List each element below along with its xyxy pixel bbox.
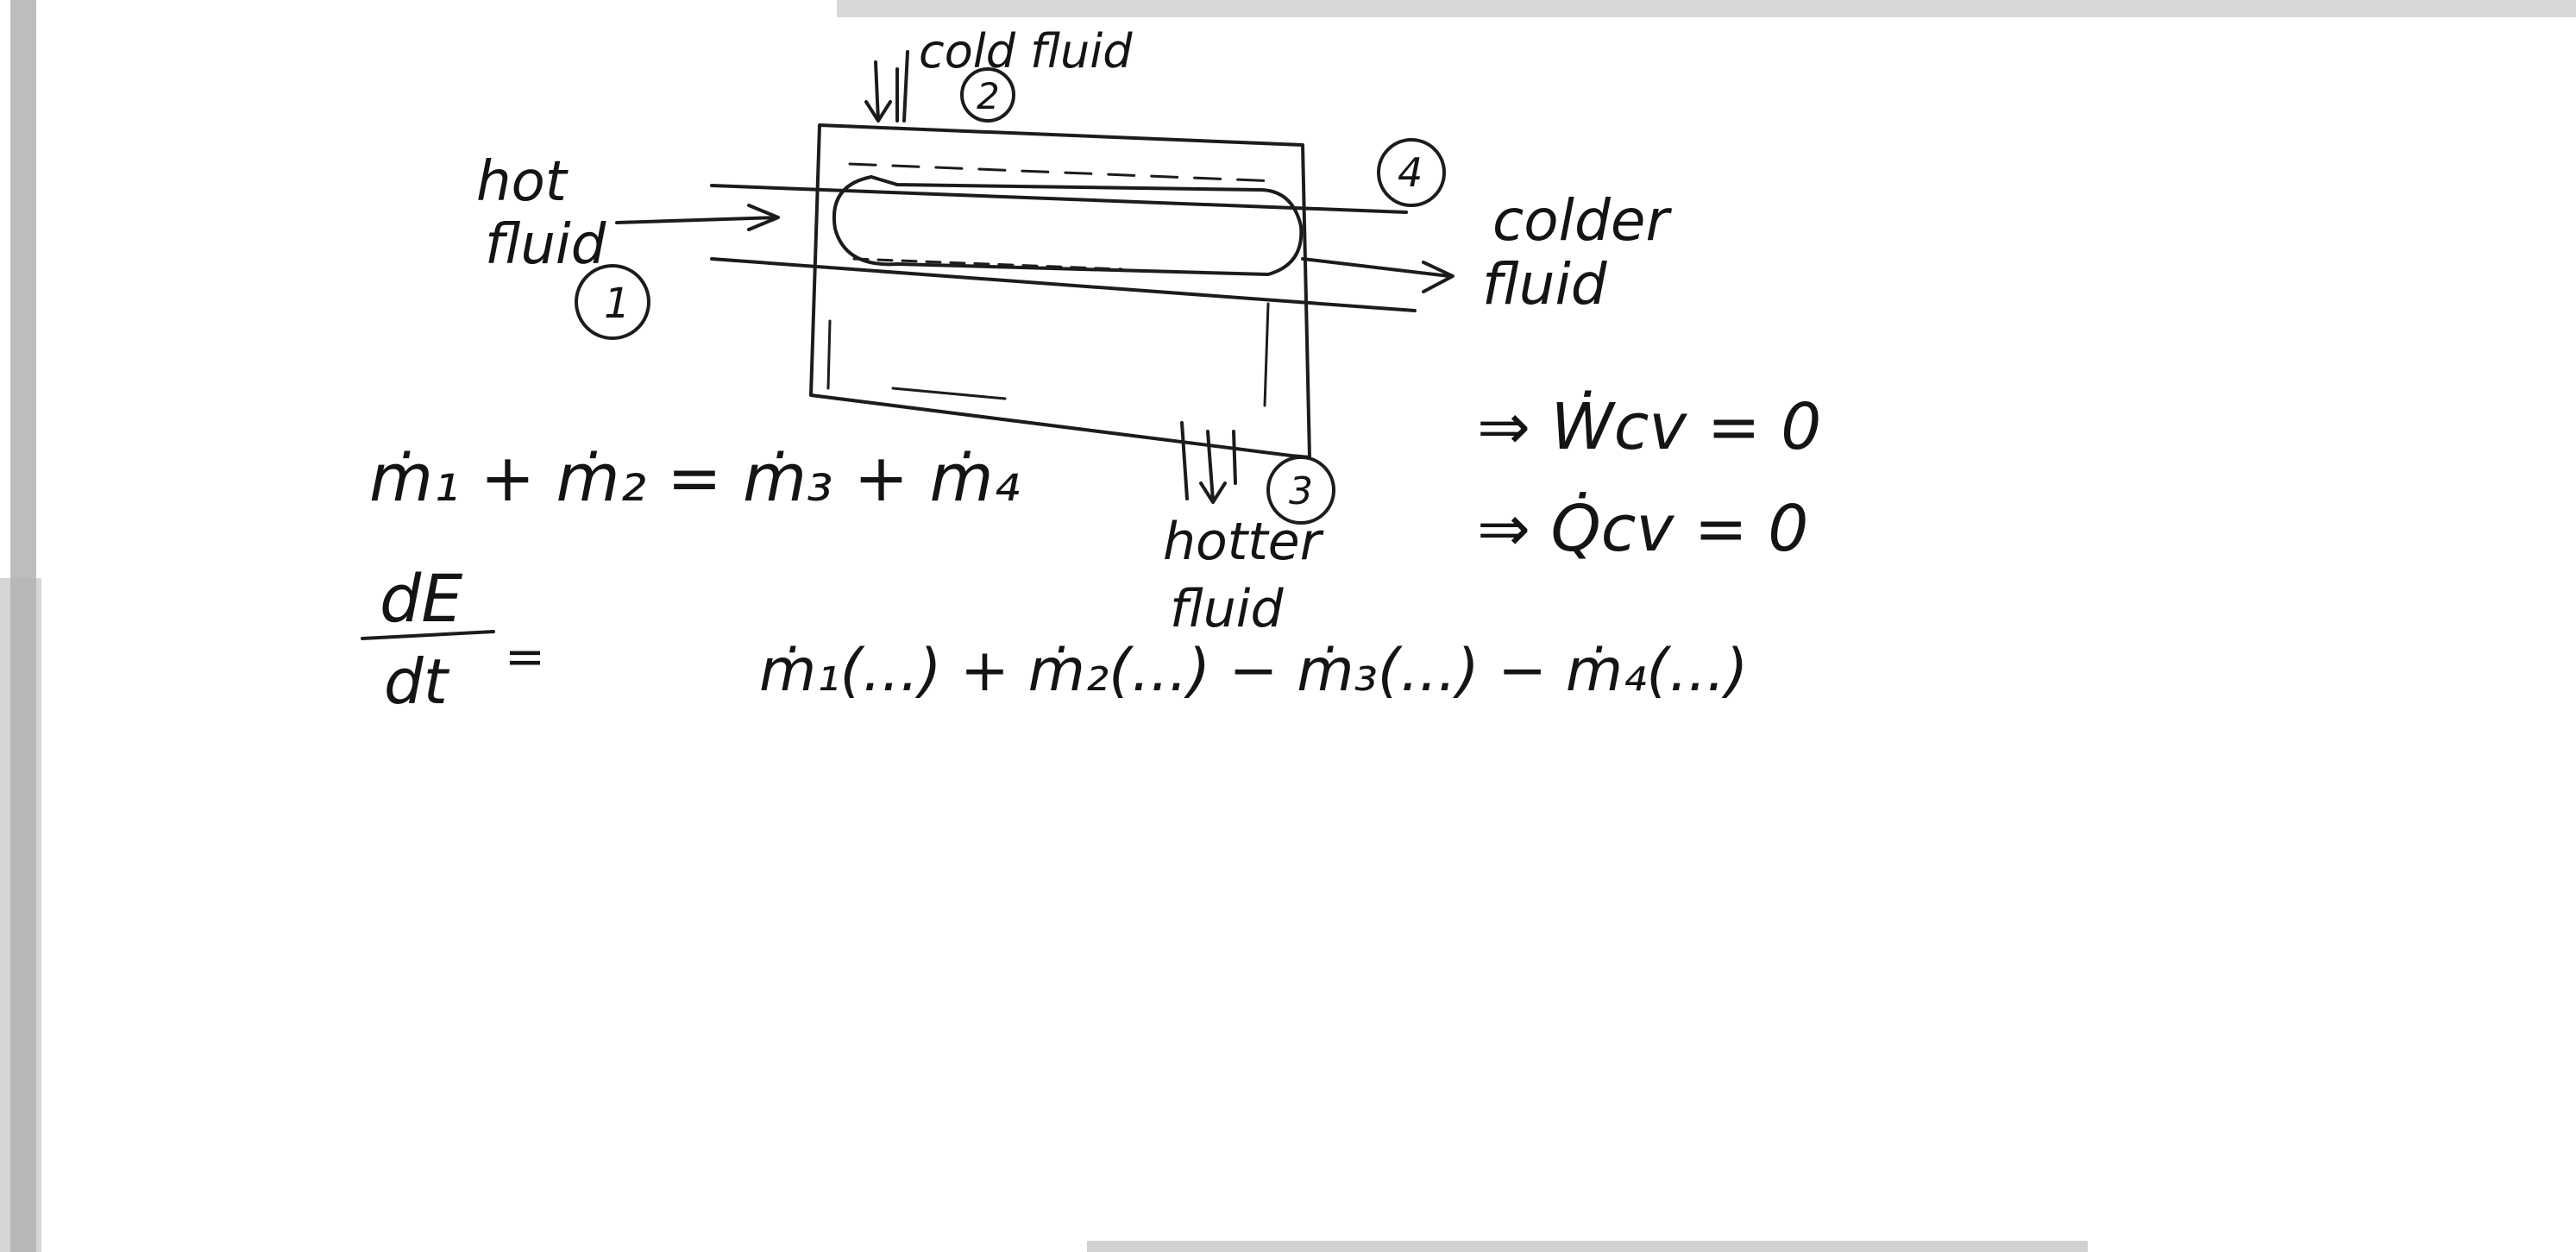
energy-balance-rhs: ṁ₁(...) + ṁ₂(...) − ṁ₃(...) − ṁ₄(...) <box>759 637 1748 705</box>
bottom-edge-shadow <box>1087 1241 2088 1252</box>
colder-fluid-outlet-arrow <box>1301 257 1454 293</box>
energy-lhs-numerator: dE <box>380 560 462 637</box>
left-edge-shadow-inner <box>0 578 41 1252</box>
colder-fluid-label-line1: colder <box>1492 187 1673 254</box>
hotter-fluid-label-line2: fluid <box>1170 579 1284 639</box>
state-label-2: 2 <box>977 75 1000 117</box>
inner-tube-bottom-dashes <box>852 257 1123 271</box>
hot-fluid-label-line1: hot <box>476 150 569 214</box>
colder-fluid-label-line2: fluid <box>1482 251 1608 318</box>
inner-tube-top-dashes <box>848 162 1279 183</box>
cold-fluid-inlet-arrow <box>864 50 909 123</box>
state-circle-1 <box>575 264 650 340</box>
energy-lhs-denominator: dt <box>384 645 450 718</box>
state-circle-4 <box>1377 138 1446 207</box>
state-label-4: 4 <box>1398 149 1423 196</box>
hot-fluid-inlet-arrow <box>615 204 780 231</box>
state-circle-3 <box>1266 456 1335 525</box>
hotter-fluid-outlet-arrow <box>1180 421 1237 504</box>
state-label-1: 1 <box>604 280 631 328</box>
inner-tube <box>832 175 1304 276</box>
hotter-fluid-label-line1: hotter <box>1163 512 1324 572</box>
hot-fluid-pipe-bottom <box>710 257 1417 312</box>
cold-fluid-label: cold fluid <box>919 24 1133 79</box>
heat-exchanger-shell <box>809 123 1311 459</box>
heat-zero-statement: ⇒ Q̇cv = 0 <box>1477 492 1808 566</box>
energy-equals-sign: = <box>505 629 545 685</box>
mass-balance-equation: ṁ₁ + ṁ₂ = ṁ₃ + ṁ₄ <box>369 439 1020 516</box>
state-circle-2 <box>960 67 1015 123</box>
heat-exchanger-diagram <box>575 50 1454 525</box>
hot-fluid-label-line2: fluid <box>485 213 606 277</box>
shell-inner-left <box>826 319 832 390</box>
state-label-3: 3 <box>1289 469 1313 513</box>
energy-fraction-bar <box>361 630 495 640</box>
shell-bottom-line <box>891 387 1007 400</box>
shell-inner-right <box>1263 302 1270 407</box>
hot-fluid-pipe-top <box>710 184 1408 214</box>
top-edge-shadow <box>837 0 2576 17</box>
work-zero-statement: ⇒ Ẇcv = 0 <box>1477 389 1821 464</box>
